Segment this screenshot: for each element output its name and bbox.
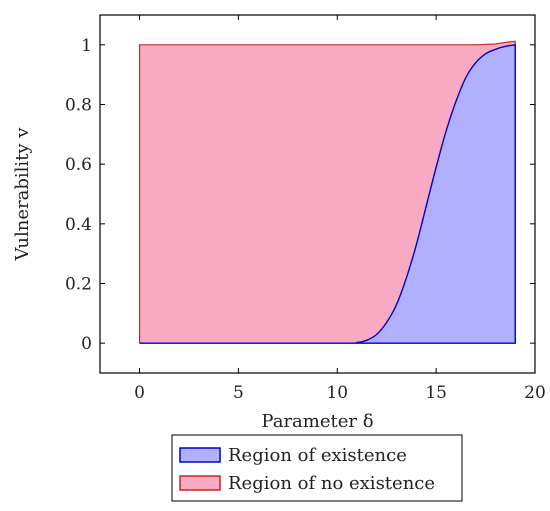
x-axis-label: Parameter δ bbox=[261, 411, 373, 432]
legend-swatch bbox=[179, 447, 221, 463]
legend-label: Region of existence bbox=[228, 445, 407, 466]
y-tick-label: 0.4 bbox=[65, 215, 92, 235]
y-tick-label: 0.6 bbox=[65, 155, 92, 175]
legend: Region of existence Region of no existenc… bbox=[171, 434, 463, 502]
y-tick-label: 0 bbox=[81, 334, 92, 354]
y-tick-label: 1 bbox=[81, 36, 92, 56]
ticks: 0 5 10 15 20 0 0.2 0.4 0.6 0.8 1 bbox=[65, 15, 546, 403]
x-tick-label: 15 bbox=[425, 383, 447, 403]
y-tick-label: 0.8 bbox=[65, 96, 92, 116]
region-existence-fill bbox=[139, 44, 516, 344]
x-tick-label: 0 bbox=[134, 383, 145, 403]
legend-swatch bbox=[179, 475, 221, 491]
region-no-existence-boundary bbox=[138, 40, 516, 344]
plot-area bbox=[138, 40, 516, 344]
axes-frame bbox=[99, 14, 536, 374]
x-tick-label: 10 bbox=[326, 383, 348, 403]
y-axis-label: Vulnerability v bbox=[12, 127, 33, 262]
y-tick-label: 0.2 bbox=[65, 275, 92, 295]
x-tick-label: 5 bbox=[233, 383, 244, 403]
x-tick-label: 20 bbox=[524, 383, 546, 403]
legend-label: Region of no existence bbox=[228, 473, 435, 494]
region-existence-boundary bbox=[139, 44, 516, 344]
